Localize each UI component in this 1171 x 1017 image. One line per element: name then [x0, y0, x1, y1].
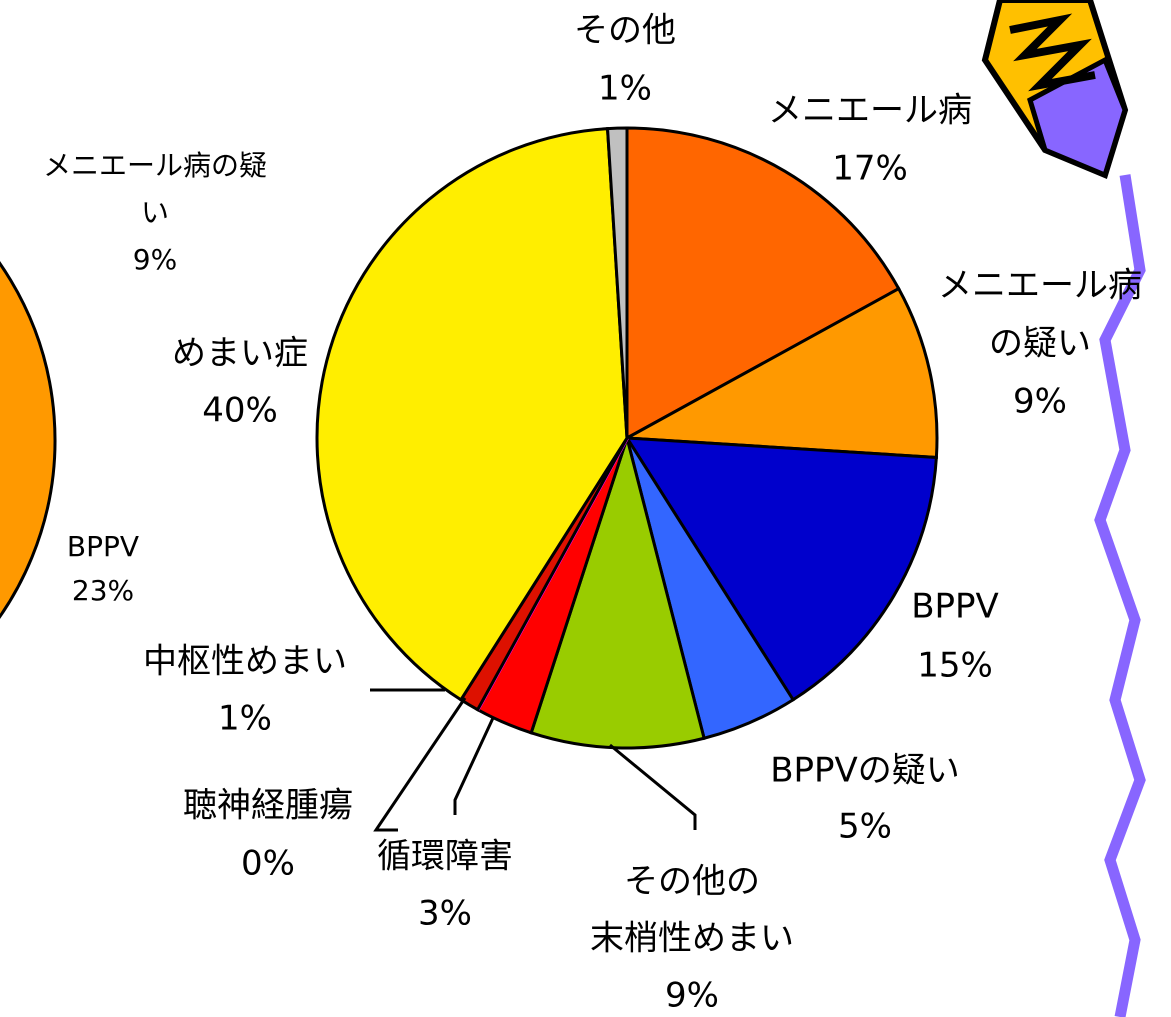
slice-label: その他 — [574, 11, 676, 51]
slice-label: メニエール病 — [768, 91, 972, 131]
slice-value-label: 17% — [832, 149, 908, 189]
slice-value-label: 5% — [838, 807, 892, 847]
pie-slice — [529, 432, 706, 750]
slice-value-label: 1% — [598, 69, 652, 109]
slice-value-label: 9% — [665, 976, 719, 1016]
slice-value-label: 15% — [917, 646, 993, 686]
pie-slice — [315, 127, 629, 702]
slice-value-label: 9% — [133, 243, 177, 276]
leader-line — [453, 717, 495, 815]
slice-label: BPPVの疑い — [770, 751, 960, 791]
slice-label: めまい症 — [172, 334, 308, 374]
slice-label: 末梢性めまい — [590, 919, 794, 959]
pencil-decoration — [981, 0, 1129, 180]
slice-value-label: 0% — [241, 844, 295, 884]
slice-label: 循環障害 — [377, 837, 513, 877]
pie-slice — [624, 436, 938, 702]
slice-label: 聴神経腫瘍 — [183, 786, 353, 826]
pie-slice — [605, 126, 629, 439]
slice-value-label: 1% — [218, 699, 272, 739]
pie-slice — [621, 286, 939, 460]
slice-value-label: 40% — [202, 391, 278, 431]
slice-label: い — [141, 196, 169, 229]
slice-label: BPPV — [67, 530, 139, 563]
leader-line — [373, 697, 467, 832]
slice-label: メニエール病の疑 — [43, 149, 267, 182]
slice-value-label: 9% — [1013, 382, 1067, 422]
wavy-border — [1094, 174, 1146, 1017]
slice-label: BPPV — [911, 587, 999, 627]
pie-slice — [625, 126, 901, 441]
slice-label: メニエール病 — [938, 266, 1142, 306]
slice-value-label: 23% — [72, 574, 134, 607]
slice-label: の疑い — [989, 324, 1091, 364]
pie-slice — [0, 261, 57, 619]
slice-label: その他の — [624, 862, 760, 902]
leader-line — [609, 743, 697, 830]
slice-label: 中枢性めまい — [143, 642, 347, 682]
slice-value-label: 3% — [418, 894, 472, 934]
